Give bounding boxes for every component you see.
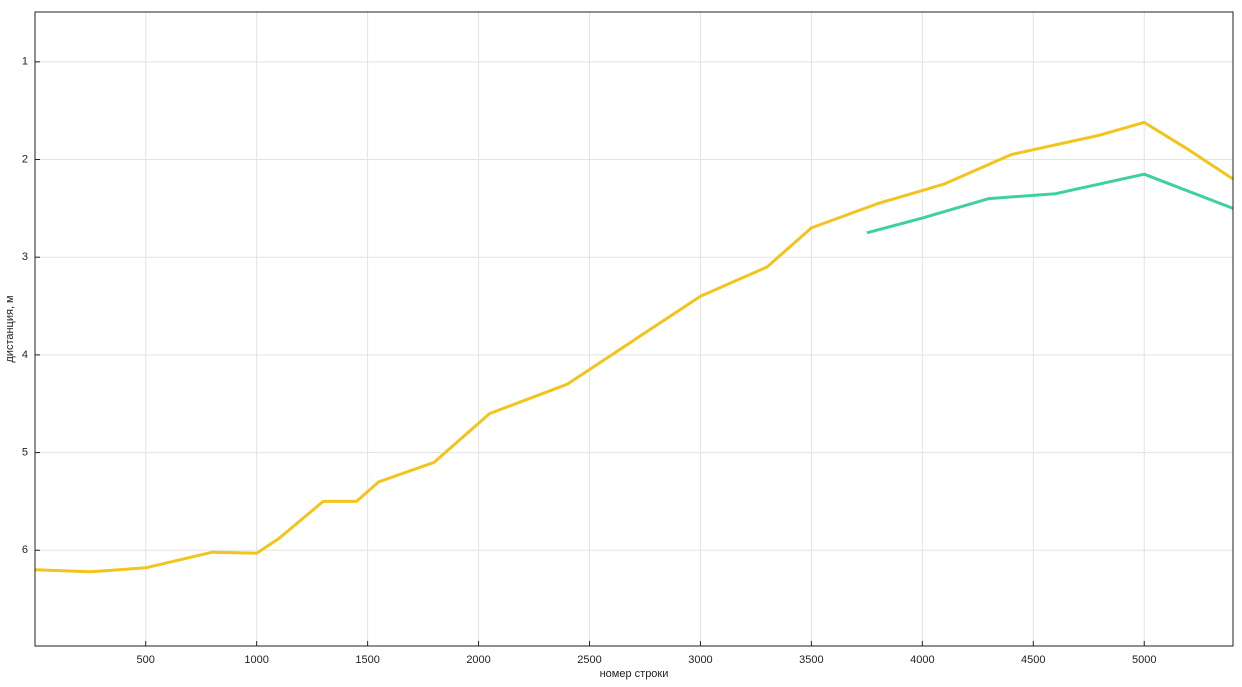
x-tick-label: 3000 — [688, 654, 712, 666]
y-tick-label: 3 — [22, 251, 28, 263]
echo-line — [34, 120, 1234, 574]
x-tick-label: 4500 — [1021, 654, 1045, 666]
x-tick-label: 1000 — [244, 654, 268, 666]
echo-line — [866, 172, 1234, 235]
x-tick-label: 3500 — [799, 654, 823, 666]
x-tick-label: 4000 — [910, 654, 934, 666]
y-tick-label: 4 — [22, 349, 28, 361]
x-tick-label: 1500 — [355, 654, 379, 666]
y-tick-label: 2 — [22, 153, 28, 165]
axes-box — [34, 11, 1234, 647]
x-axis-label: номер строки — [600, 668, 669, 680]
y-tick-label: 6 — [22, 544, 28, 556]
y-tick-label: 1 — [22, 56, 28, 68]
y-tick-label: 5 — [22, 446, 28, 458]
x-tick-label: 5000 — [1132, 654, 1156, 666]
x-tick-label: 500 — [137, 654, 155, 666]
x-tick-label: 2500 — [577, 654, 601, 666]
x-tick-label: 2000 — [466, 654, 490, 666]
y-axis-label: дистанция, м — [4, 295, 16, 362]
